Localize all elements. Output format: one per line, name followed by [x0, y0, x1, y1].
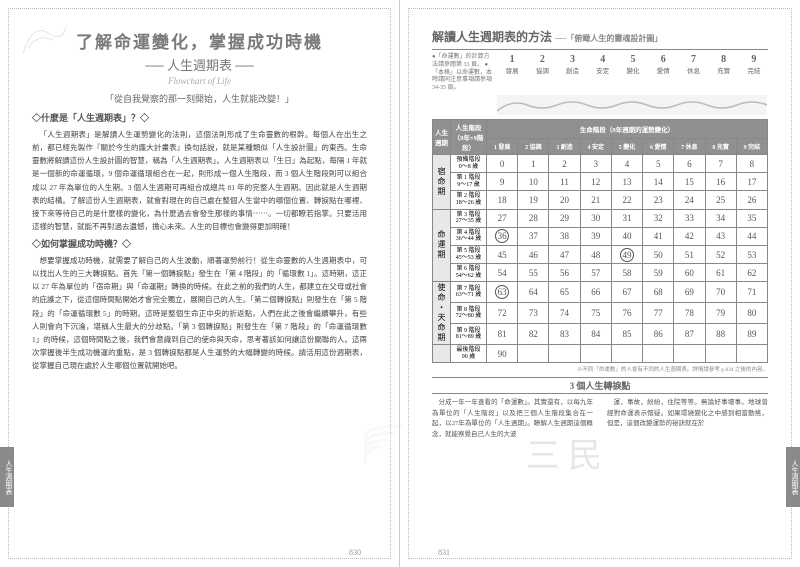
chart-note: ●「命運數」的計算方法請參閱第 33 頁。 ●「本格」以命運數，本時請同注意事項… [432, 54, 492, 93]
body-paragraph-1: 「人生週期表」是解讀人生運勢變化的法則，這個法則形成了生命靈數的根幹。每個人在出… [32, 128, 367, 233]
right-title: 解讀人生週期表的方法 ──「俯瞰人生的靈魂設計圖」 [432, 28, 768, 50]
body-paragraph-2: 想要掌握成功時機，就需要了解自己的人生波動，順著運勢前行！從生命靈數的人生週期表… [32, 254, 367, 372]
section-heading-2: ◇如何掌握成功時機？◇ [32, 237, 367, 250]
turning-points-heading: 3 個人生轉捩點 [432, 377, 768, 394]
english-subtitle: Flowchart of Life [32, 76, 367, 86]
stage-icons: 1發展2協調3創造4安定5變化6愛情7休息8充實9完結 [498, 54, 768, 75]
stage-cell: 7休息 [679, 54, 707, 75]
right-side-tab: 人生週期表 [786, 447, 800, 507]
stage-cell: 4安定 [589, 54, 617, 75]
right-page: 解讀人生週期表的方法 ──「俯瞰人生的靈魂設計圖」 ●「命運數」的計算方法請參閱… [400, 0, 800, 567]
wave-chart [496, 95, 768, 115]
stage-cell: 2協調 [528, 54, 556, 75]
flourish-ornament [18, 18, 68, 58]
stage-chart-row: ●「命運數」的計算方法請參閱第 33 頁。 ●「本格」以命運數，本時請同注意事項… [432, 54, 768, 93]
left-page: 了解命運變化，掌握成功時機 ── 人生週期表 ── Flowchart of L… [0, 0, 400, 567]
page-number-right: 831 [438, 548, 450, 557]
stage-cell: 3創造 [558, 54, 586, 75]
main-title: 了解命運變化，掌握成功時機 [32, 28, 367, 53]
subtitle: ── 人生週期表 ── [32, 55, 367, 74]
right-title-main: 解讀人生週期表的方法 [432, 30, 552, 44]
section-heading-1: ◇什麼是「人生週期表」？◇ [32, 111, 367, 124]
right-title-sub: ──「俯瞰人生的靈魂設計圖」 [555, 34, 662, 43]
col-text-1: 分成一年一年查看的「命運數」。其實還有，以每九年為單位的「人生階段」以及把三個人… [432, 398, 593, 440]
stage-cell: 5變化 [619, 54, 647, 75]
stage-cell: 1發展 [498, 54, 526, 75]
stage-cell: 9完結 [740, 54, 768, 75]
stage-cell: 6愛情 [649, 54, 677, 75]
quote-line: 「從自我覺察的那一刻開始，人生就能改變！」 [32, 92, 367, 105]
table-footnote: ※不同「命運數」的人會有不同的人生週期表。詳情請參考 p.834 之後的內容。 [432, 365, 768, 373]
life-cycle-table: 人生週期人生階段（9年×9階段）生命階段（9年週期的運勢變化）1 發展2 協調3… [432, 119, 768, 364]
col-text-2: 運，事故，紛紛，住院等等。無論好事壞事。地球曾經對命運表示懷疑。如果環繞變化之中… [607, 398, 768, 429]
page-number-left: 830 [349, 548, 361, 557]
two-column-text: 分成一年一年查看的「命運數」。其實還有，以每九年為單位的「人生階段」以及把三個人… [432, 398, 768, 440]
stage-cell: 8充實 [710, 54, 738, 75]
left-side-tab: 人生週期表 [0, 447, 14, 507]
